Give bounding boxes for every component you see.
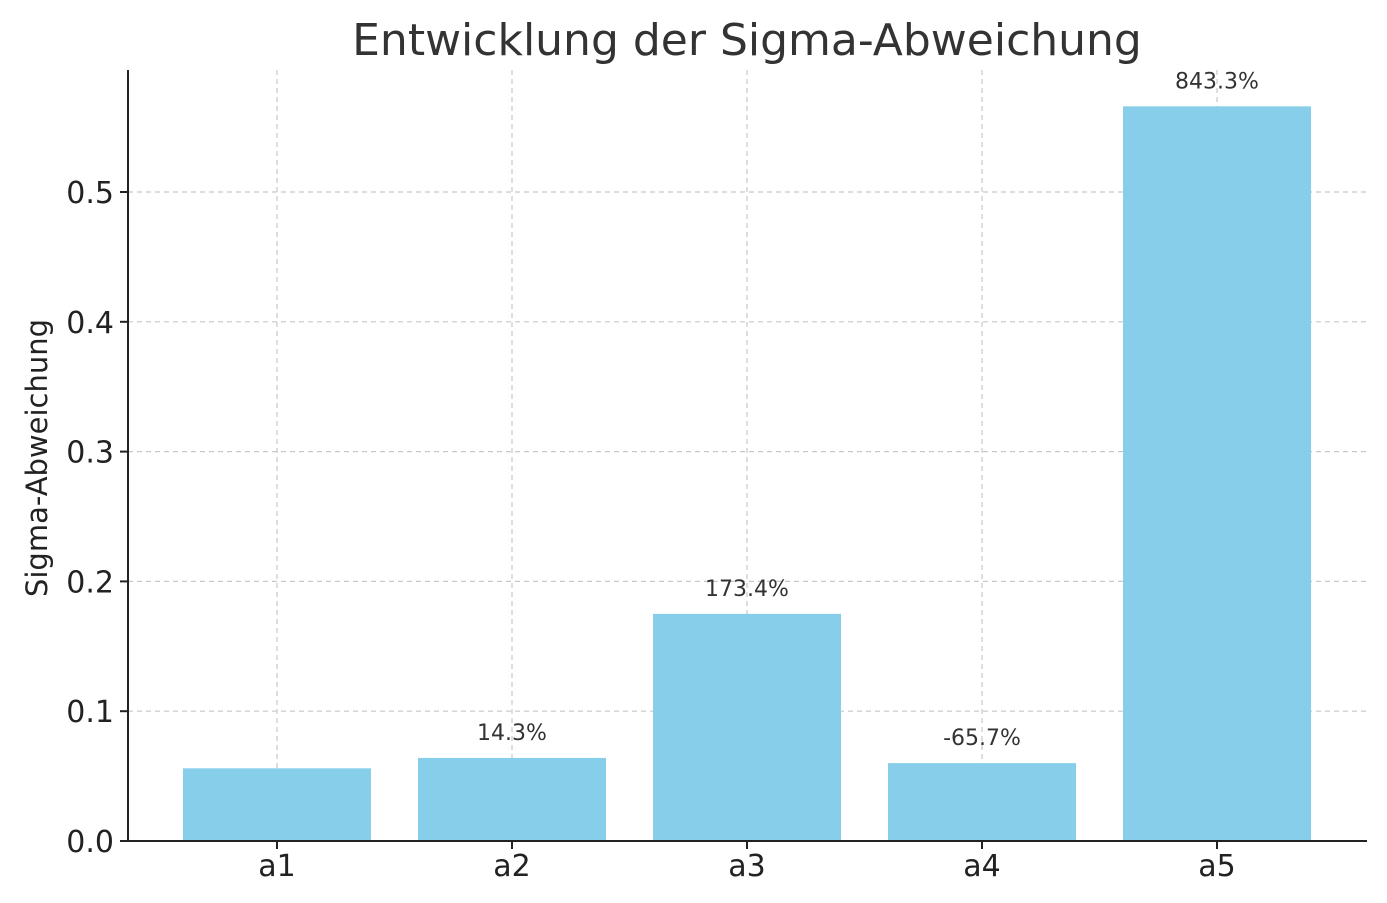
data-labels: 14.3% 173.4% -65.7% 843.3% xyxy=(477,69,1259,751)
x-tick-label: a4 xyxy=(963,849,1000,884)
x-tick-label: a1 xyxy=(258,849,295,884)
bars xyxy=(183,106,1311,841)
ticks: 0.0 0.1 0.2 0.3 0.4 0.5 a1 a2 a3 a4 a5 xyxy=(66,176,1235,884)
data-label-a4: -65.7% xyxy=(943,726,1021,751)
bar-a1 xyxy=(183,768,371,841)
y-tick-label: 0.5 xyxy=(66,176,114,211)
y-tick-label: 0.2 xyxy=(66,565,114,600)
bar-a5 xyxy=(1123,106,1311,841)
bar-a4 xyxy=(888,763,1076,841)
bar-a2 xyxy=(418,757,606,841)
data-label-a5: 843.3% xyxy=(1175,69,1259,94)
y-tick-label: 0.4 xyxy=(66,306,114,341)
x-tick-label: a5 xyxy=(1198,849,1235,884)
x-tick-label: a3 xyxy=(728,849,765,884)
y-tick-label: 0.0 xyxy=(66,825,114,860)
chart-title: Entwicklung der Sigma-Abweichung xyxy=(352,15,1142,66)
y-axis-label: Sigma-Abweichung xyxy=(20,319,54,597)
y-tick-label: 0.3 xyxy=(66,436,114,471)
data-label-a2: 14.3% xyxy=(477,721,547,746)
data-label-a3: 173.4% xyxy=(705,577,789,602)
bar-a3 xyxy=(653,613,841,841)
y-tick-label: 0.1 xyxy=(66,695,114,730)
x-tick-label: a2 xyxy=(493,849,530,884)
